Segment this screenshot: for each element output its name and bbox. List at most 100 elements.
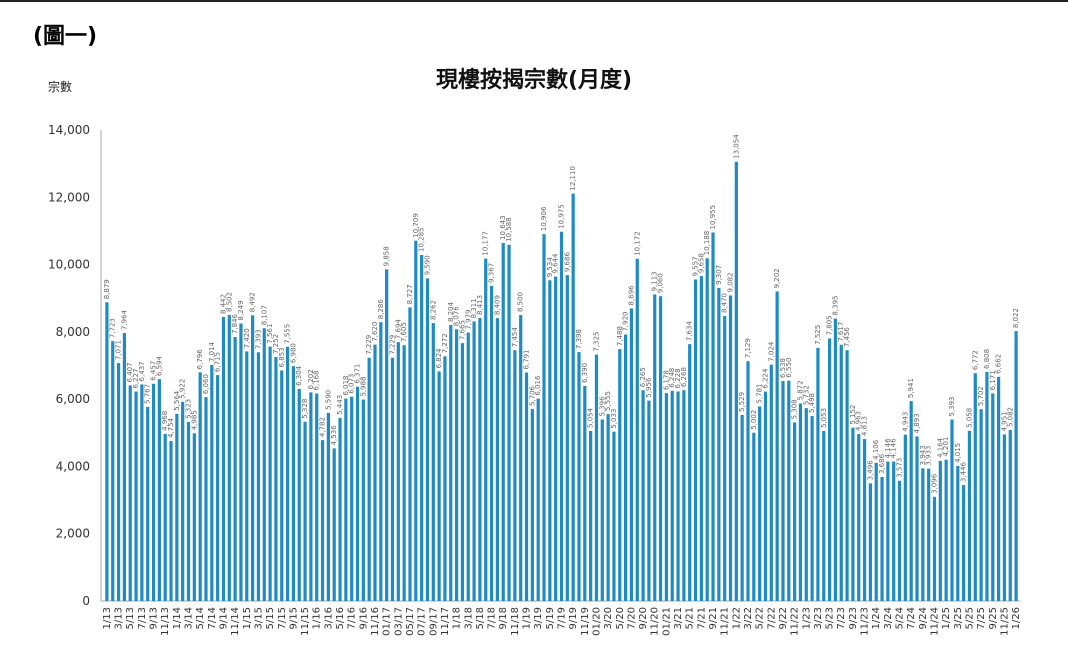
- bar-value-label: 5,082: [1006, 407, 1014, 427]
- bar-value-label: 8,696: [627, 285, 635, 306]
- x-tick-label: 11/23: [860, 607, 871, 636]
- x-tick-label: 7/16: [347, 607, 358, 629]
- bar-value-label: 5,956: [645, 377, 653, 398]
- bar-value-label: 6,791: [523, 349, 531, 369]
- bar-value-label: 6,853: [278, 347, 286, 367]
- bar-value-label: 8,107: [260, 305, 268, 325]
- bar: [886, 461, 890, 601]
- x-tick-label: 05/17: [405, 607, 416, 636]
- x-tick-label: 3/14: [184, 607, 195, 629]
- bar: [524, 372, 529, 601]
- bar-value-label: 8,727: [406, 284, 414, 304]
- bar-value-label: 9,202: [773, 268, 781, 288]
- bar-value-label: 7,229: [388, 335, 396, 355]
- bar-value-label: 10,588: [505, 217, 513, 242]
- bar-value-label: 9,658: [697, 253, 705, 273]
- bar: [822, 431, 826, 601]
- x-tick-label: 3/22: [743, 607, 754, 629]
- x-tick-label: 9/24: [918, 607, 929, 629]
- bar: [443, 356, 447, 601]
- bar-value-label: 6,073: [348, 374, 356, 394]
- bar: [734, 161, 738, 601]
- bar: [414, 240, 418, 602]
- bar: [484, 258, 488, 601]
- y-tick-label: 4,000: [56, 459, 90, 473]
- bar-value-label: 6,168: [313, 370, 321, 390]
- y-tick-label: 14,000: [48, 123, 90, 137]
- bar-value-label: 5,498: [808, 393, 816, 413]
- bar: [787, 380, 791, 601]
- x-tick-label: 7/15: [277, 607, 288, 629]
- bar: [390, 357, 395, 601]
- bar: [338, 417, 342, 601]
- bar: [915, 436, 919, 601]
- bar: [466, 332, 470, 601]
- bar-value-label: 8,413: [476, 295, 484, 315]
- x-tick-label: 03/17: [393, 607, 404, 636]
- bar-value-label: 8,470: [721, 293, 729, 313]
- bar: [245, 351, 249, 601]
- bar-value-label: 7,617: [837, 322, 845, 342]
- bar-value-label: 5,590: [324, 390, 332, 410]
- bar: [594, 354, 599, 601]
- x-tick-label: 9/19: [568, 607, 579, 629]
- bar-value-label: 5,054: [587, 407, 595, 428]
- bar: [781, 381, 785, 601]
- bar: [723, 316, 727, 601]
- x-tick-label: 9/25: [988, 607, 999, 629]
- bar-value-label: 6,808: [983, 349, 991, 369]
- bar-value-label: 10,172: [633, 231, 641, 256]
- bar: [157, 379, 161, 601]
- bar-value-label: 10,188: [703, 231, 711, 256]
- bar: [571, 193, 575, 601]
- bar: [373, 344, 377, 601]
- bar: [210, 365, 214, 601]
- bar: [280, 370, 284, 601]
- bar: [775, 291, 779, 601]
- bar: [285, 346, 290, 601]
- x-tick-label: 9/22: [778, 607, 789, 629]
- bar: [583, 386, 587, 601]
- x-tick-label: 01/21: [661, 607, 672, 636]
- bar: [105, 302, 109, 601]
- x-tick-label: 11/20: [650, 607, 661, 636]
- bar-value-label: 8,492: [249, 292, 257, 312]
- x-tick-label: 01/20: [591, 607, 602, 636]
- bar-value-label: 4,536: [330, 425, 338, 446]
- bar: [291, 366, 296, 601]
- bar: [793, 422, 797, 601]
- x-tick-label: 1/22: [731, 607, 742, 629]
- bar-value-label: 5,732: [802, 385, 810, 405]
- bar-value-label: 5,053: [820, 408, 828, 428]
- bar: [437, 371, 441, 601]
- bar-value-label: 4,943: [901, 412, 909, 432]
- bar: [559, 231, 564, 601]
- bar-value-label: 7,665: [458, 320, 466, 340]
- bar-value-label: 6,171: [989, 370, 997, 390]
- x-tick-label: 5/18: [475, 607, 486, 629]
- bar-value-label: 4,951: [1000, 411, 1008, 431]
- bar-value-label: 13,054: [732, 134, 740, 159]
- x-tick-label: 7/20: [626, 607, 637, 629]
- bar-value-label: 6,772: [971, 350, 979, 370]
- bar: [239, 323, 243, 601]
- bar-value-label: 7,393: [254, 329, 262, 349]
- x-tick-label: 5/24: [895, 607, 906, 629]
- bar-value-label: 4,963: [855, 411, 863, 431]
- bar-value-label: 8,262: [429, 300, 437, 320]
- x-tick-label: 1/25: [941, 607, 952, 629]
- bar-value-label: 10,906: [540, 206, 548, 231]
- x-tick-label: 9/21: [708, 607, 719, 629]
- bar-value-label: 7,846: [231, 313, 239, 334]
- x-tick-label: 3/16: [323, 607, 334, 629]
- bar: [221, 316, 226, 601]
- x-tick-label: 3/18: [463, 607, 474, 629]
- bar: [962, 485, 966, 601]
- bar-value-label: 5,702: [977, 386, 985, 406]
- bar-value-label: 3,446: [960, 461, 968, 482]
- x-tick-label: 9/13: [149, 607, 160, 629]
- bar-value-label: 7,454: [511, 327, 519, 348]
- x-tick-label: 1/16: [312, 607, 323, 629]
- bar-value-label: 5,941: [907, 378, 915, 398]
- x-tick-label: 5/25: [964, 607, 975, 629]
